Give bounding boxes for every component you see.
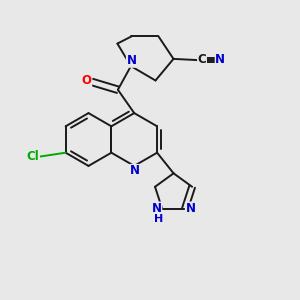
- Text: O: O: [82, 74, 92, 87]
- Text: N: N: [130, 164, 140, 178]
- Text: H: H: [154, 214, 163, 224]
- Text: Cl: Cl: [26, 150, 39, 163]
- Text: N: N: [185, 202, 195, 215]
- Text: N: N: [152, 202, 162, 215]
- Text: N: N: [215, 53, 225, 66]
- Text: C: C: [198, 53, 206, 66]
- Text: N: N: [127, 54, 136, 67]
